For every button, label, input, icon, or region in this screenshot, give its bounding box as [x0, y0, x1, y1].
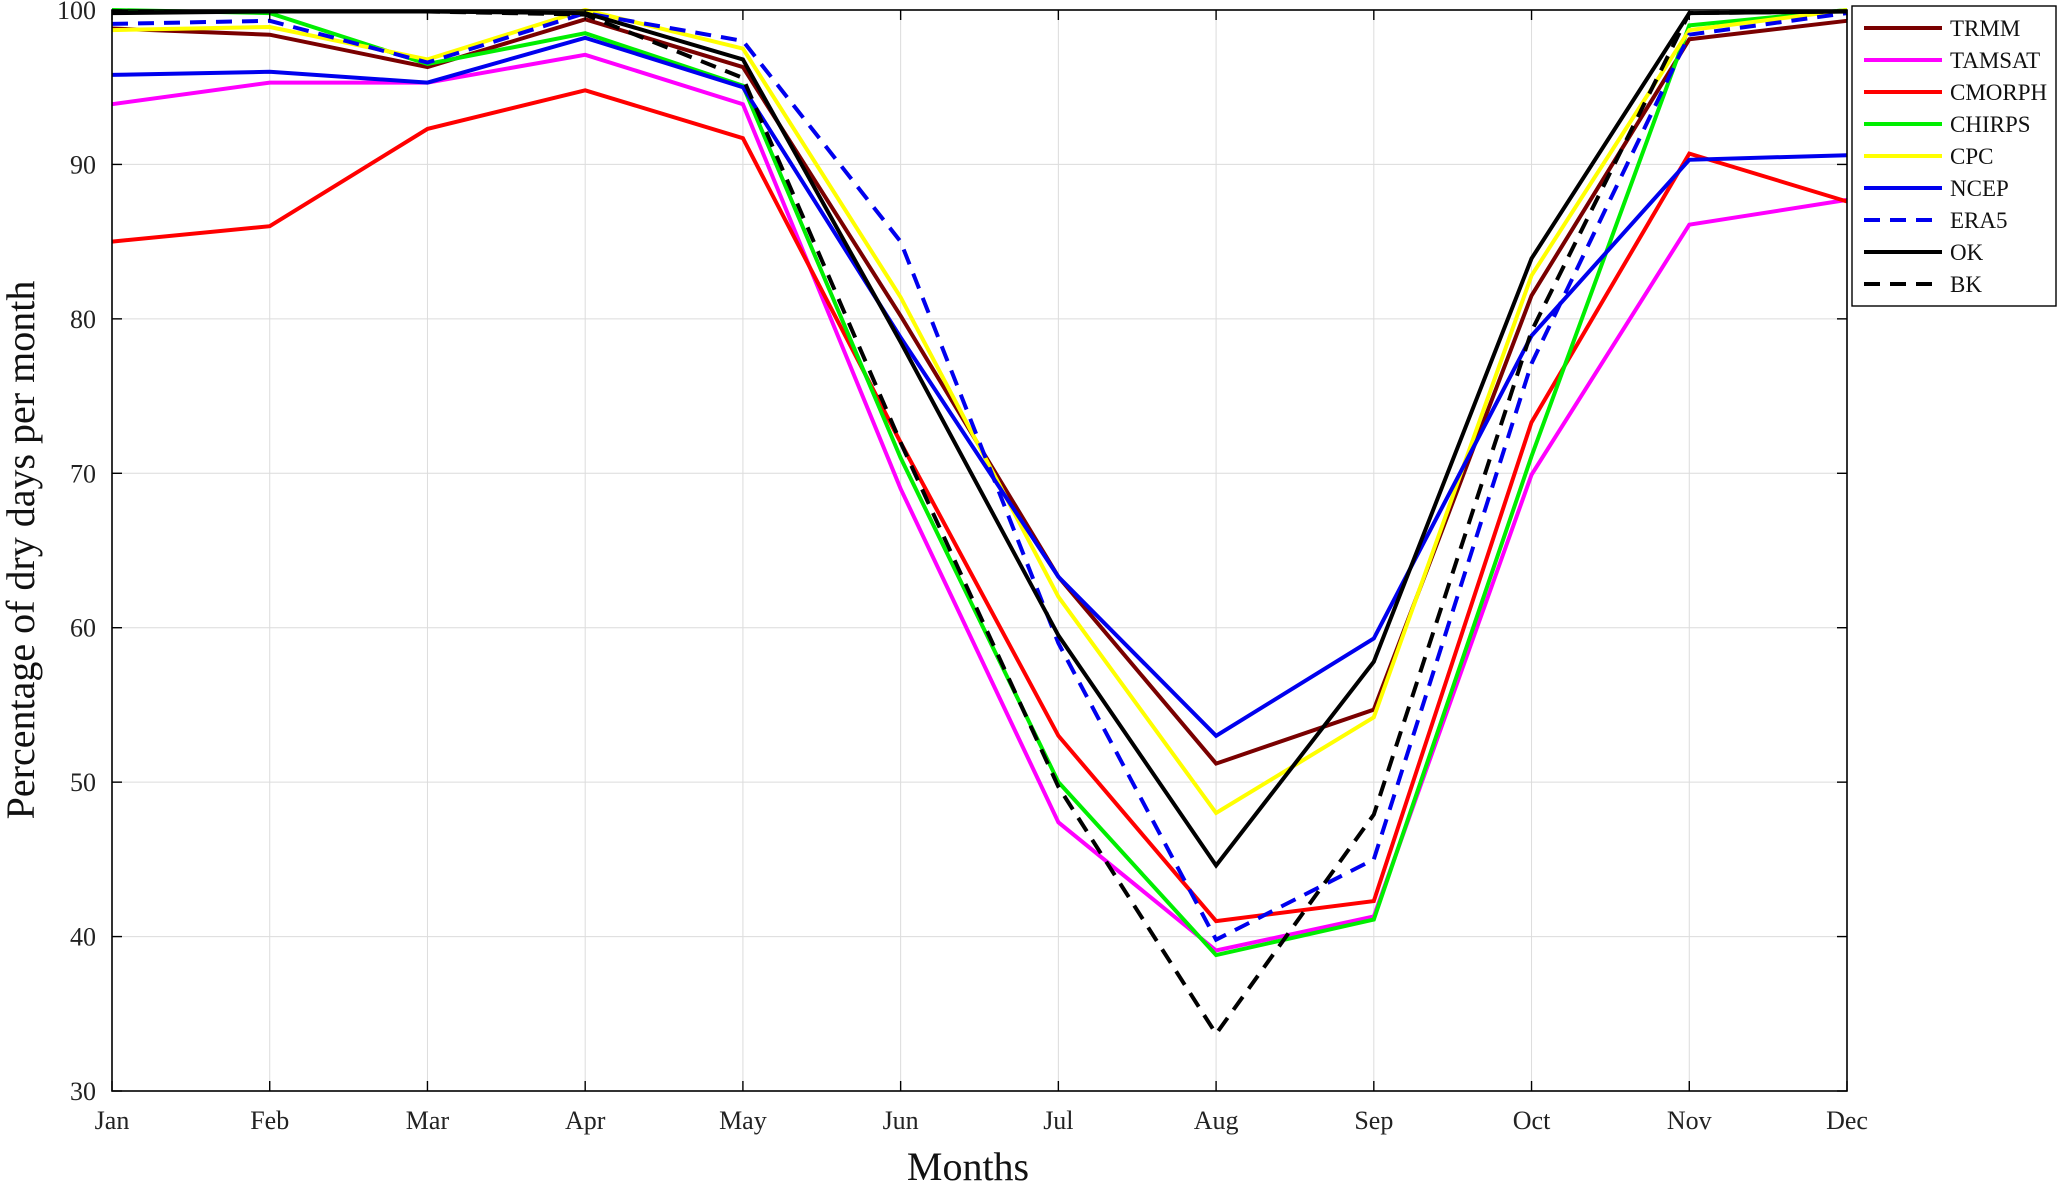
legend-label-chirps: CHIRPS [1950, 112, 2031, 137]
series-line-era5 [111, 11, 1848, 943]
x-tick-label: Dec [1826, 1106, 1868, 1135]
y-tick-label: 80 [70, 305, 96, 334]
x-tick-label: May [719, 1106, 767, 1135]
legend: TRMM TAMSAT CMORPH CHIRPS CPC NCEP ERA5 OK BK [1851, 5, 2057, 307]
tick-labels: Jan Feb Mar Apr May Jun Jul Aug Sep Oct Nov Dec 30 40… [57, 0, 1868, 1135]
x-tick-label: Sep [1354, 1106, 1393, 1135]
x-tick-label: Apr [565, 1106, 606, 1135]
plot-frame [111, 9, 1848, 1092]
y-tick-label: 50 [70, 768, 96, 797]
x-axis-title: Months [907, 1144, 1029, 1182]
y-tick-label: 40 [70, 923, 96, 952]
series-line-cmorph [111, 88, 1848, 924]
x-tick-label: Nov [1667, 1106, 1712, 1135]
x-tick-label: Jul [1043, 1106, 1073, 1135]
y-tick-label: 70 [70, 459, 96, 488]
y-tick-label: 30 [70, 1077, 96, 1106]
legend-label-tamsat: TAMSAT [1950, 48, 2040, 73]
axis-ticks [111, 9, 1848, 1092]
legend-label-trmm: TRMM [1950, 16, 2020, 41]
x-tick-label: Feb [250, 1106, 289, 1135]
legend-label-cmorph: CMORPH [1950, 80, 2047, 105]
legend-label-ok: OK [1950, 240, 1984, 265]
legend-label-ncep: NCEP [1950, 176, 2009, 201]
legend-label-bk: BK [1950, 272, 1982, 297]
x-tick-label: Oct [1513, 1106, 1551, 1135]
plot-background [112, 10, 1847, 1091]
y-tick-label: 100 [57, 0, 96, 25]
series-lines [111, 7, 1848, 1038]
legend-label-era5: ERA5 [1950, 208, 2008, 233]
y-axis-title: Percentage of dry days per month [0, 281, 43, 820]
legend-label-cpc: CPC [1950, 144, 1993, 169]
x-tick-label: Mar [406, 1106, 450, 1135]
y-tick-label: 90 [70, 150, 96, 179]
x-tick-label: Jun [883, 1106, 919, 1135]
y-tick-label: 60 [70, 614, 96, 643]
x-tick-label: Jan [95, 1106, 130, 1135]
series-line-bk [112, 9, 1848, 1038]
x-tick-label: Aug [1194, 1106, 1239, 1135]
